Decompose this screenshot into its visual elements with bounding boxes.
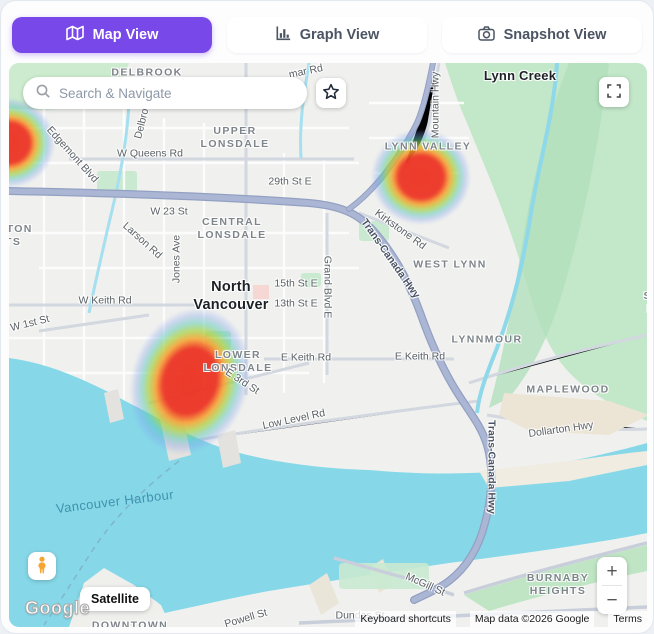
favorite-button[interactable] [316,78,346,108]
view-tabbar: Map View Graph View Snapsho [12,17,642,53]
zoom-in-button[interactable]: + [597,557,627,585]
keyboard-shortcuts-link[interactable]: Keyboard shortcuts [355,611,456,627]
bar-chart-icon [275,26,291,45]
satellite-toggle[interactable]: Satellite [80,587,150,611]
map-attribution: Keyboard shortcuts Map data ©2026 Google… [355,611,647,627]
tab-label: Map View [92,27,159,43]
zoom-out-button[interactable]: − [597,586,627,614]
tab-graph-view[interactable]: Graph View [227,17,427,53]
pegman-button[interactable] [28,552,56,580]
zoom-control: + − [597,557,627,614]
tab-snapshot-view[interactable]: Snapshot View [442,17,642,53]
camera-icon [477,25,495,45]
tab-label: Graph View [299,27,380,43]
map-icon [65,25,84,45]
tab-map-view[interactable]: Map View [12,17,212,53]
fullscreen-button[interactable] [599,77,629,107]
fullscreen-icon [606,83,622,102]
star-icon [322,83,340,104]
terms-link[interactable]: Terms [608,611,647,627]
map-data-copyright: Map data ©2026 Google [469,611,595,627]
search-input[interactable] [59,85,295,101]
map-basemap [9,63,647,627]
zoom-divider [602,585,622,586]
map-view[interactable]: DELBROOK mar Rd Lynn Creek Mountain Hwy … [9,63,647,627]
map-search-bar [23,77,307,109]
pegman-icon [34,556,50,577]
search-icon [35,83,51,104]
tab-label: Snapshot View [503,27,607,43]
